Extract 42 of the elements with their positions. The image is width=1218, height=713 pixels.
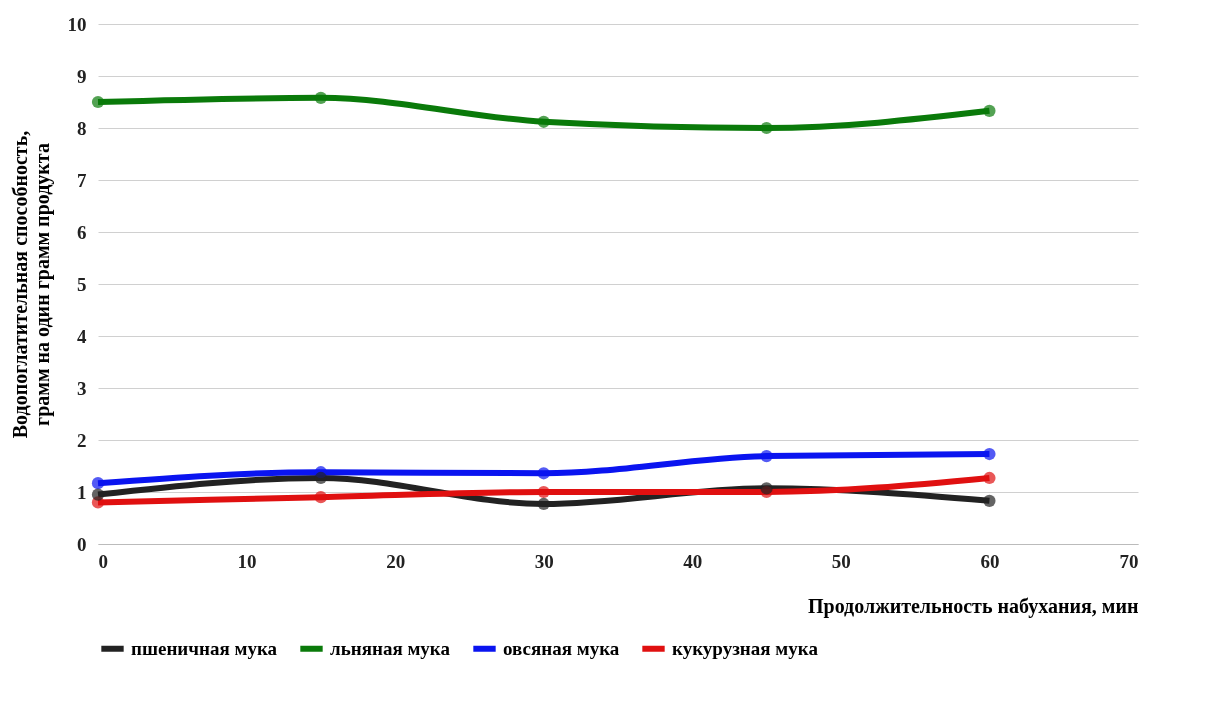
- point: [983, 447, 996, 461]
- x-tick-label: 50: [831, 550, 851, 572]
- point: [91, 488, 105, 501]
- x-tick-label: 30: [534, 550, 554, 572]
- x-tick-label: 70: [1119, 550, 1139, 572]
- point: [314, 491, 327, 504]
- legend-label: льняная мука: [330, 637, 451, 659]
- y-tick-label: 9: [77, 65, 87, 87]
- point: [983, 494, 996, 507]
- y-tick-label: 2: [77, 429, 87, 451]
- y-tick-label: 0: [77, 533, 87, 555]
- x-tick-label: 60: [980, 550, 1000, 572]
- point: [91, 95, 105, 109]
- point: [760, 121, 773, 135]
- y-tick-label: 10: [67, 13, 87, 35]
- point: [537, 497, 550, 511]
- y-tick-label: 7: [77, 169, 87, 191]
- point: [537, 115, 550, 128]
- y-tick-label: 6: [77, 221, 87, 243]
- point: [760, 482, 773, 495]
- point: [91, 477, 105, 490]
- x-axis-title: Продолжительность набухания, мин: [807, 594, 1139, 618]
- x-tick-label: 40: [683, 550, 703, 572]
- point: [760, 450, 773, 463]
- point: [314, 91, 327, 104]
- y-tick-label: 8: [77, 117, 87, 139]
- x-tick-label: 0: [98, 550, 108, 572]
- point: [314, 471, 327, 485]
- x-tick-label: 20: [386, 550, 406, 572]
- legend-label: овсяная мука: [503, 637, 620, 659]
- point: [537, 485, 550, 499]
- point: [983, 471, 996, 485]
- y-tick-label: 5: [77, 273, 87, 295]
- legend-label: пшеничная мука: [131, 637, 278, 659]
- y-tick-label: 3: [77, 377, 87, 399]
- point: [537, 467, 550, 480]
- y-tick-label: 1: [77, 481, 87, 503]
- x-tick-label: 10: [237, 550, 257, 572]
- y-tick-label: 4: [77, 325, 87, 347]
- y-axis-title: Водопоглатительная способность, грамм на один грамм продукта: [8, 130, 54, 439]
- legend-label: кукурузная мука: [672, 637, 819, 659]
- point: [983, 104, 996, 117]
